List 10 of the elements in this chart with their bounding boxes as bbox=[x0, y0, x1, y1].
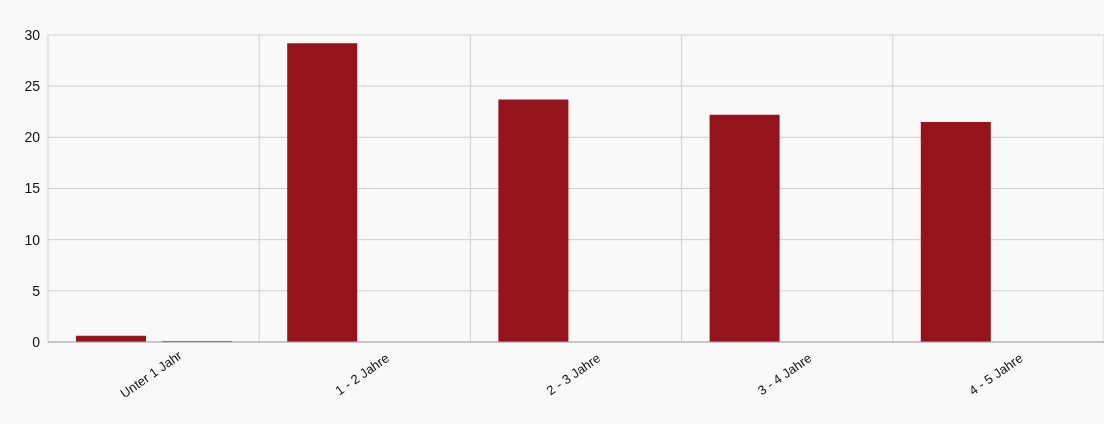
y-tick-label: 30 bbox=[24, 26, 41, 43]
y-tick-label: 20 bbox=[24, 129, 41, 146]
y-tick-label: 5 bbox=[32, 282, 41, 299]
y-tick-label: 0 bbox=[32, 333, 41, 350]
y-tick-label: 10 bbox=[24, 231, 41, 248]
x-tick-label: 2 - 3 Jahre bbox=[543, 350, 604, 399]
x-tick-label: 1 - 2 Jahre bbox=[332, 350, 392, 399]
y-tick-label: 15 bbox=[24, 180, 41, 197]
x-tick-label: Unter 1 Jahr bbox=[117, 347, 186, 401]
y-tick-label: 25 bbox=[24, 78, 41, 95]
